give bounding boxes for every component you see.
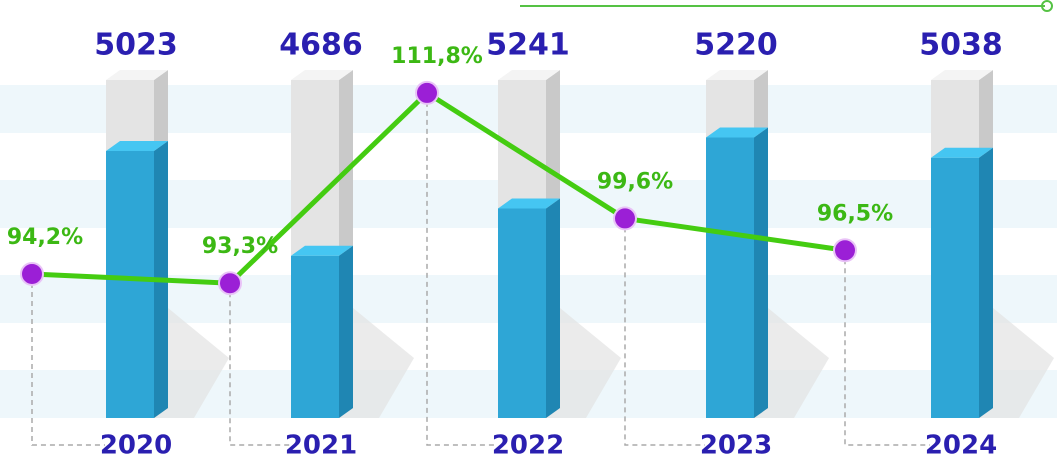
fill-top [106, 140, 168, 151]
x-tick-label: 2022 [492, 431, 564, 461]
fill-bar [106, 150, 154, 419]
bar-shadow [754, 308, 829, 418]
bar-shadow [339, 308, 414, 418]
fill-bar [931, 157, 979, 419]
column-top [498, 70, 560, 80]
fill-side [754, 127, 768, 419]
guide [229, 283, 290, 446]
value-label: 96,5% [817, 201, 893, 226]
x-tick-label: 2021 [285, 431, 357, 461]
x-tick-label: 2023 [700, 431, 772, 461]
value-label: 94,2% [7, 225, 83, 250]
bar-shadow [154, 308, 229, 418]
guide [31, 273, 105, 446]
fill-side [546, 198, 560, 418]
fill-bar [706, 137, 754, 418]
fill-bar [291, 255, 339, 418]
point [833, 238, 857, 263]
fill-side [979, 147, 993, 419]
point [20, 261, 44, 286]
guide [844, 250, 930, 446]
bar-shadow [546, 308, 621, 418]
total-label: 5023 [94, 28, 178, 63]
value-label: 93,3% [202, 234, 278, 259]
total-label: 4686 [279, 28, 363, 63]
total-label: 5241 [486, 28, 570, 63]
fill-bar [498, 208, 546, 418]
column-top [291, 70, 353, 80]
total-label: 5220 [694, 28, 778, 63]
point [613, 206, 637, 231]
total-label: 5038 [919, 28, 1003, 63]
fill-side [339, 245, 353, 418]
guide [624, 218, 705, 446]
fill-top [498, 198, 560, 209]
guide [426, 92, 497, 446]
column-top [106, 70, 168, 80]
fill-top [706, 127, 768, 138]
point [415, 80, 439, 105]
value-label: 111,8% [391, 44, 483, 69]
x-tick-label: 2024 [925, 431, 997, 461]
value-label: 99,6% [597, 169, 673, 194]
fill-top [291, 245, 353, 256]
point [218, 271, 242, 296]
x-tick-label: 2020 [100, 431, 172, 461]
bar-shadow [979, 308, 1054, 418]
fill-top [931, 147, 993, 158]
column-top [706, 70, 768, 80]
top-rule-end [1041, 0, 1053, 12]
column-top [931, 70, 993, 80]
